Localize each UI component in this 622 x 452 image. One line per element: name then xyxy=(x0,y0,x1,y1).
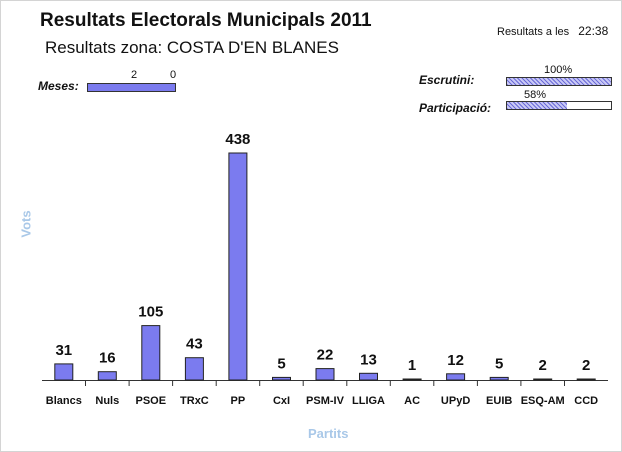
results-time: Resultats a les 22:38 xyxy=(497,24,608,38)
tick-label-pp: PP xyxy=(231,395,246,407)
escrutini-bar-fill xyxy=(507,78,611,85)
tick-label-trxc: TRxC xyxy=(180,395,209,407)
tick-label-psm-iv: PSM-IV xyxy=(306,395,345,407)
data-label-euib: 5 xyxy=(495,355,503,372)
meses-label: Meses: xyxy=(38,79,79,93)
bar-trxc xyxy=(184,357,204,381)
bar-ac xyxy=(402,378,422,381)
bar-ccd xyxy=(576,378,596,381)
data-label-ac: 1 xyxy=(408,357,416,374)
zone-subtitle: Resultats zona: COSTA D'EN BLANES xyxy=(45,38,339,57)
tick-label-ccd: CCD xyxy=(574,395,598,407)
data-label-trxc: 43 xyxy=(186,336,203,353)
bar-pp xyxy=(228,152,248,381)
participacio-bar-fill xyxy=(507,102,568,109)
tick-label-esq-am: ESQ-AM xyxy=(521,395,565,407)
bar-psoe xyxy=(141,325,161,381)
bar-nuls xyxy=(97,371,117,381)
bar-esq-am xyxy=(533,378,553,381)
data-label-blancs: 31 xyxy=(55,342,72,359)
data-label-pp: 438 xyxy=(225,131,250,148)
bar-euib xyxy=(489,376,509,381)
data-label-upyd: 12 xyxy=(447,352,464,369)
bar-cxi xyxy=(272,376,291,381)
bar-lliga xyxy=(359,372,378,381)
tick-label-cxi: CxI xyxy=(273,395,290,407)
escrutini-percent: 100% xyxy=(544,64,573,76)
data-label-psm-iv: 22 xyxy=(317,347,334,364)
data-label-cxi: 5 xyxy=(277,355,285,372)
x-axis-title: Partits xyxy=(308,426,349,441)
tick-label-ac: AC xyxy=(404,395,420,407)
meses-value-a: 2 xyxy=(131,69,138,81)
participacio-percent: 58% xyxy=(524,89,547,101)
escrutini-bar xyxy=(506,77,612,86)
participacio-label: Participació: xyxy=(419,101,492,115)
bar-upyd xyxy=(446,373,466,381)
meses-bar xyxy=(87,83,176,92)
data-label-esq-am: 2 xyxy=(539,357,547,374)
tick-label-upyd: UPyD xyxy=(441,395,470,407)
results-time-value: 22:38 xyxy=(578,24,609,38)
meses-value-b: 0 xyxy=(170,69,177,81)
data-label-nuls: 16 xyxy=(99,350,116,367)
tick-label-blancs: Blancs xyxy=(46,395,82,407)
bar-blancs xyxy=(54,363,74,381)
tick-label-psoe: PSOE xyxy=(136,395,167,407)
tick-label-euib: EUIB xyxy=(486,395,512,407)
participacio-bar xyxy=(506,101,612,110)
data-label-psoe: 105 xyxy=(138,304,163,321)
tick-label-lliga: LLIGA xyxy=(352,395,385,407)
bar-psm-iv xyxy=(315,368,335,381)
results-time-label: Resultats a les xyxy=(497,26,570,38)
meses-bar-fill xyxy=(88,84,175,91)
data-label-lliga: 13 xyxy=(360,351,377,368)
data-label-ccd: 2 xyxy=(582,357,590,374)
page-title: Resultats Electorals Municipals 2011 xyxy=(40,10,372,31)
tick-label-nuls: Nuls xyxy=(95,395,119,407)
escrutini-label: Escrutini: xyxy=(419,73,475,87)
